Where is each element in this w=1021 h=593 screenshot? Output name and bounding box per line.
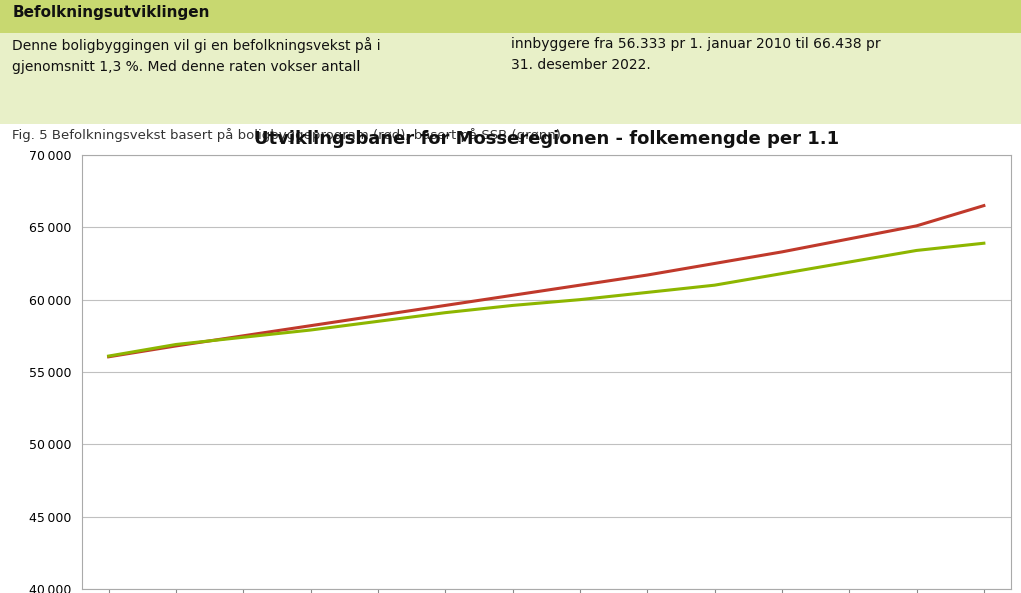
Text: innbyggere fra 56.333 pr 1. januar 2010 til 66.438 pr
31. desember 2022.: innbyggere fra 56.333 pr 1. januar 2010 …: [510, 37, 880, 72]
Title: Utviklingsbaner for Mosseregionen - folkemengde per 1.1: Utviklingsbaner for Mosseregionen - folk…: [253, 130, 839, 148]
Bar: [0, 0, 1021, 33]
Bar: [0, 33, 1021, 124]
Text: Fig. 5 Befolkningsvekst basert på boligbyggeprogram (rød), basert på SSB (grønn): Fig. 5 Befolkningsvekst basert på boligb…: [12, 128, 562, 142]
Text: Denne boligbyggingen vil gi en befolkningsvekst på i
gjenomsnitt 1,3 %. Med denn: Denne boligbyggingen vil gi en befolknin…: [12, 37, 381, 74]
Text: Befolkningsutviklingen: Befolkningsutviklingen: [12, 5, 209, 20]
